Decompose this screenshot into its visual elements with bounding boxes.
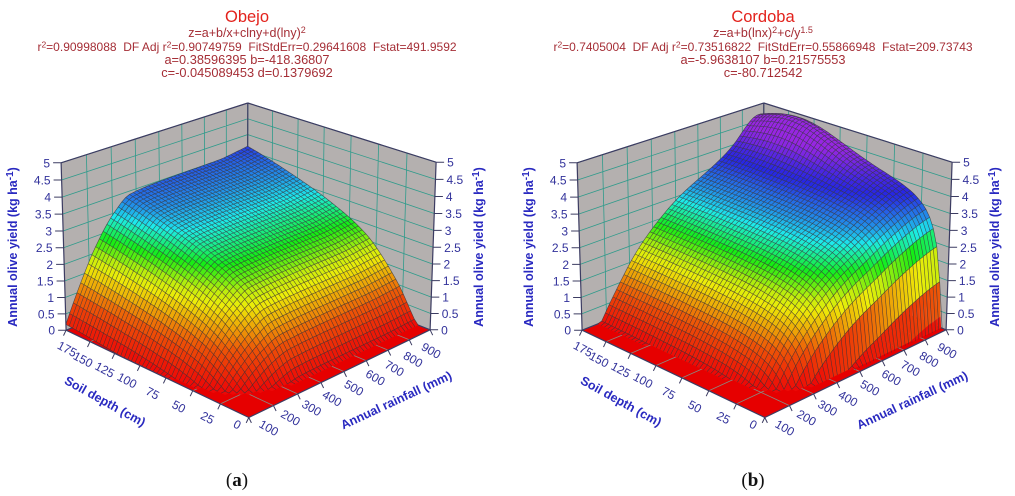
svg-text:3: 3: [45, 225, 52, 239]
svg-text:a=-5.9638107 b=0.21575553: a=-5.9638107 b=0.21575553: [680, 52, 845, 67]
svg-text:5: 5: [963, 156, 970, 170]
svg-text:a=0.38596395 b=-418.36807: a=0.38596395 b=-418.36807: [164, 52, 329, 67]
svg-text:1: 1: [563, 291, 570, 305]
svg-text:4: 4: [560, 191, 567, 205]
svg-text:5: 5: [43, 156, 50, 170]
svg-text:1: 1: [958, 291, 965, 305]
svg-text:c=-0.045089453 d=0.1379692: c=-0.045089453 d=0.1379692: [161, 65, 333, 80]
svg-text:5: 5: [559, 156, 566, 170]
svg-text:Cordoba: Cordoba: [731, 8, 795, 26]
svg-text:25: 25: [198, 409, 217, 428]
svg-text:Annual olive yield (kg ha-1): Annual olive yield (kg ha-1): [5, 167, 20, 327]
svg-text:4.5: 4.5: [447, 173, 464, 187]
svg-text:3.5: 3.5: [961, 207, 978, 221]
svg-text:4.5: 4.5: [34, 174, 51, 188]
svg-text:2.5: 2.5: [960, 241, 977, 255]
svg-text:75: 75: [659, 384, 678, 403]
svg-text:0: 0: [441, 323, 448, 337]
svg-text:Annual olive yield (kg ha-1): Annual olive yield (kg ha-1): [521, 167, 536, 327]
svg-text:2: 2: [960, 258, 967, 272]
svg-text:1.5: 1.5: [959, 274, 976, 288]
svg-text:0.5: 0.5: [442, 307, 459, 321]
svg-text:25: 25: [714, 409, 733, 428]
svg-text:Annual olive yield (kg ha-1): Annual olive yield (kg ha-1): [987, 167, 1002, 327]
svg-text:0: 0: [957, 323, 964, 337]
svg-text:2: 2: [444, 258, 451, 272]
svg-text:3.5: 3.5: [35, 208, 52, 222]
svg-text:4: 4: [44, 191, 51, 205]
svg-text:3: 3: [561, 225, 568, 239]
svg-text:(b): (b): [741, 470, 764, 491]
svg-text:(a): (a): [226, 470, 248, 491]
svg-text:0.5: 0.5: [38, 307, 55, 321]
svg-text:2.5: 2.5: [552, 241, 569, 255]
svg-text:Annual olive yield (kg ha-1): Annual olive yield (kg ha-1): [471, 167, 486, 327]
svg-text:3.5: 3.5: [551, 208, 568, 222]
svg-text:50: 50: [170, 397, 189, 416]
svg-text:4.5: 4.5: [963, 173, 980, 187]
svg-text:0.5: 0.5: [958, 307, 975, 321]
svg-text:4: 4: [446, 190, 453, 204]
svg-text:1.5: 1.5: [443, 274, 460, 288]
svg-text:z=a+b(lnx)2+c/y1.5: z=a+b(lnx)2+c/y1.5: [713, 25, 813, 40]
svg-text:r2=0.7405004 DF Adj r2=0.7351: r2=0.7405004 DF Adj r2=0.73516822 FitStd…: [553, 40, 972, 55]
svg-text:3.5: 3.5: [445, 207, 462, 221]
svg-text:4.5: 4.5: [550, 174, 567, 188]
svg-text:r2=0.90998088 DF Adj r2=0.907: r2=0.90998088 DF Adj r2=0.90749759 FitSt…: [37, 40, 456, 55]
svg-text:Obejo: Obejo: [225, 8, 269, 26]
svg-text:c=-80.712542: c=-80.712542: [724, 65, 803, 80]
svg-text:3: 3: [445, 224, 452, 238]
svg-text:1: 1: [47, 291, 54, 305]
svg-text:3: 3: [961, 224, 968, 238]
svg-text:1: 1: [442, 291, 449, 305]
svg-text:50: 50: [686, 397, 705, 416]
svg-text:75: 75: [143, 384, 162, 403]
svg-text:2: 2: [562, 258, 569, 272]
svg-text:0.5: 0.5: [554, 307, 571, 321]
svg-text:2: 2: [46, 258, 53, 272]
svg-text:2.5: 2.5: [444, 241, 461, 255]
svg-text:0: 0: [48, 324, 55, 338]
svg-text:1.5: 1.5: [37, 275, 54, 289]
svg-text:0: 0: [564, 324, 571, 338]
svg-text:5: 5: [447, 156, 454, 170]
svg-text:2.5: 2.5: [36, 241, 53, 255]
svg-text:1.5: 1.5: [553, 275, 570, 289]
svg-text:4: 4: [962, 190, 969, 204]
svg-text:z=a+b/x+clny+d(lny)2: z=a+b/x+clny+d(lny)2: [188, 25, 306, 40]
